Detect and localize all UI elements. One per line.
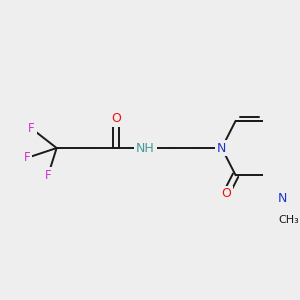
Text: N: N — [217, 142, 226, 154]
Text: O: O — [221, 188, 231, 200]
Text: O: O — [111, 112, 121, 125]
Text: NH: NH — [136, 142, 154, 154]
Text: F: F — [28, 122, 35, 135]
Text: N: N — [277, 192, 287, 205]
Text: CH₃: CH₃ — [278, 215, 299, 225]
Text: F: F — [24, 152, 30, 164]
Text: F: F — [45, 169, 51, 182]
